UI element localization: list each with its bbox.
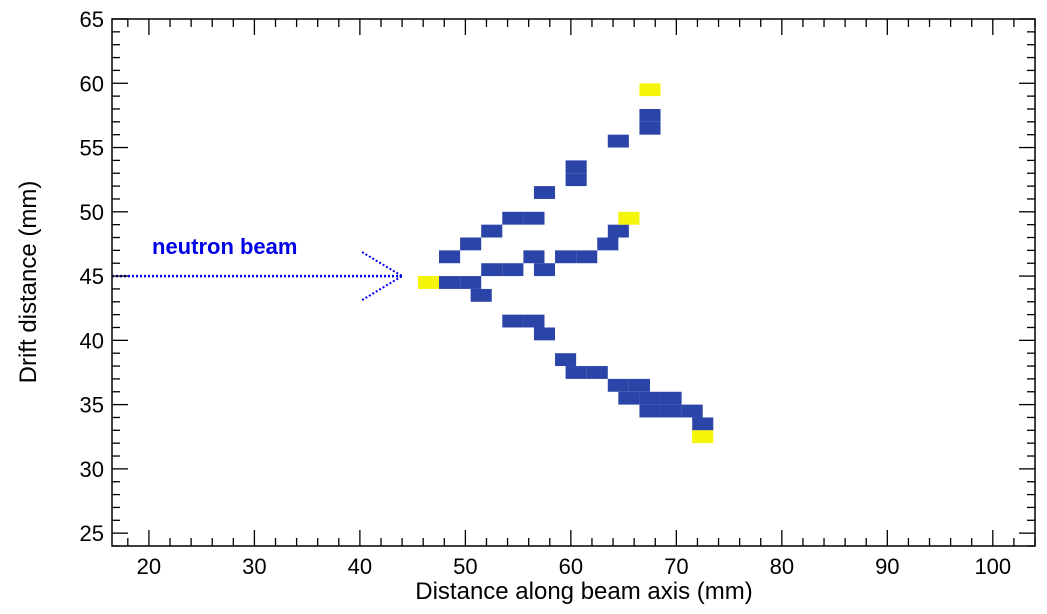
x-tick-label: 40 bbox=[348, 554, 372, 579]
track-cell bbox=[460, 237, 482, 251]
track-cell bbox=[586, 366, 608, 379]
track-cell bbox=[607, 224, 629, 238]
track-cell bbox=[660, 391, 682, 405]
track-cell bbox=[660, 404, 682, 418]
annotation-label: neutron beam bbox=[152, 234, 297, 259]
y-tick-label: 25 bbox=[80, 521, 104, 546]
track-cell bbox=[533, 327, 556, 341]
x-tick-label: 50 bbox=[453, 554, 477, 579]
axis-ticks: 20 30 40 50 60 70 80 90 100 25 30 35 40 45 50 55 60 65 bbox=[80, 7, 1036, 579]
track-cell bbox=[470, 288, 492, 302]
endpoint-cell bbox=[417, 276, 440, 289]
x-tick-label: 90 bbox=[875, 554, 899, 579]
x-axis-title: Distance along beam axis (mm) bbox=[415, 578, 752, 605]
track-cell bbox=[576, 250, 598, 264]
track-cell bbox=[502, 211, 524, 225]
hit-cells bbox=[417, 83, 714, 444]
y-tick-label: 65 bbox=[80, 7, 104, 32]
track-cell bbox=[607, 378, 629, 392]
track-cell bbox=[502, 263, 524, 277]
track-cell bbox=[639, 108, 661, 122]
x-tick-label: 100 bbox=[974, 554, 1011, 579]
track-cell bbox=[565, 173, 587, 187]
y-tick-label: 50 bbox=[80, 200, 104, 225]
track-cell bbox=[628, 378, 650, 392]
x-tick-label: 60 bbox=[559, 554, 583, 579]
track-cell bbox=[523, 314, 545, 328]
track-cell bbox=[439, 276, 461, 289]
y-tick-label: 45 bbox=[80, 264, 104, 289]
beam-annotation: neutron beam bbox=[112, 234, 403, 301]
y-tick-label: 40 bbox=[80, 328, 104, 353]
track-cell bbox=[502, 314, 524, 328]
x-tick-label: 30 bbox=[242, 554, 266, 579]
track-cell bbox=[639, 404, 661, 418]
endpoint-cell bbox=[639, 83, 661, 97]
track-cell bbox=[481, 263, 503, 277]
track-cell bbox=[681, 404, 703, 418]
track-cell bbox=[555, 250, 577, 264]
track-cell bbox=[565, 366, 587, 379]
endpoint-cell bbox=[618, 211, 640, 225]
track-cell bbox=[555, 353, 577, 367]
endpoint-cell bbox=[692, 430, 714, 444]
track-cell bbox=[597, 237, 619, 251]
track-cell bbox=[639, 121, 661, 135]
track-cell bbox=[523, 211, 545, 225]
x-tick-label: 20 bbox=[137, 554, 161, 579]
beam-arrow-head-upper bbox=[361, 251, 403, 277]
track-cell bbox=[618, 391, 640, 405]
y-tick-label: 30 bbox=[80, 457, 104, 482]
y-axis-title: Drift distance (mm) bbox=[15, 181, 42, 384]
y-tick-label: 55 bbox=[80, 136, 104, 161]
track-cell bbox=[565, 160, 587, 174]
track-cell bbox=[533, 186, 556, 199]
track-cell bbox=[639, 391, 661, 405]
track-cell bbox=[607, 134, 629, 148]
track-cell bbox=[523, 250, 545, 264]
track-cell bbox=[439, 250, 461, 264]
x-tick-label: 70 bbox=[664, 554, 688, 579]
y-tick-label: 60 bbox=[80, 71, 104, 96]
track-cell bbox=[533, 263, 556, 277]
x-tick-label: 80 bbox=[770, 554, 794, 579]
track-cell bbox=[692, 417, 714, 431]
track-cell bbox=[460, 276, 482, 289]
plot-frame bbox=[111, 18, 1036, 547]
y-tick-label: 35 bbox=[80, 393, 104, 418]
track-cell bbox=[481, 224, 503, 238]
beam-arrow-head-lower bbox=[361, 275, 403, 301]
